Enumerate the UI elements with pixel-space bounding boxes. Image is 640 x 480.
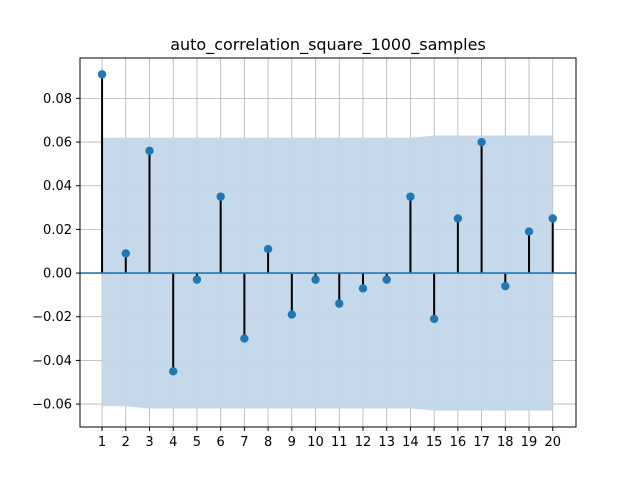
data-point: [311, 275, 320, 284]
x-tick-label: 15: [426, 435, 443, 450]
x-tick-label: 13: [378, 435, 395, 450]
x-tick-label: 10: [307, 435, 324, 450]
x-tick-label: 11: [331, 435, 348, 450]
x-tick-label: 5: [193, 435, 201, 450]
plot-frame: [79, 57, 577, 428]
chart-title: auto_correlation_square_1000_samples: [170, 35, 486, 55]
x-tick-label: 18: [497, 435, 514, 450]
x-tick-label: 1: [98, 435, 106, 450]
x-tick-label: 2: [122, 435, 130, 450]
data-point: [121, 249, 130, 258]
data-point: [477, 137, 486, 147]
y-tick-label: 0.08: [43, 92, 72, 107]
y-tick-label: 0.02: [43, 223, 72, 238]
x-tick-label: 7: [240, 435, 248, 450]
x-tick-label: 9: [288, 435, 296, 450]
x-tick-label: 17: [473, 435, 490, 450]
data-point: [406, 192, 415, 201]
x-tick-label: 6: [217, 435, 225, 450]
y-tick-label: −0.04: [32, 354, 72, 369]
y-tick-label: −0.06: [32, 398, 72, 413]
x-tick-label: 14: [402, 435, 419, 450]
data-point: [263, 244, 273, 254]
data-point: [335, 299, 344, 308]
data-point: [453, 214, 463, 223]
x-tick-label: 4: [169, 435, 177, 450]
data-point: [240, 334, 249, 343]
data-point: [216, 192, 225, 201]
x-tick-label: 3: [145, 435, 153, 450]
data-point: [97, 70, 107, 79]
y-tick-label: 0.06: [43, 136, 72, 151]
data-point: [548, 214, 557, 223]
data-point: [358, 284, 368, 293]
data-point: [192, 275, 202, 284]
data-point: [145, 146, 154, 155]
y-tick-label: −0.02: [32, 310, 72, 325]
x-tick-label: 12: [355, 435, 372, 450]
data-point: [382, 275, 391, 284]
x-tick-label: 19: [521, 435, 538, 450]
x-tick-label: 16: [450, 435, 467, 450]
data-point: [429, 314, 439, 324]
x-tick-label: 8: [264, 435, 272, 450]
x-tick-label: 20: [544, 435, 561, 450]
data-point: [524, 227, 534, 236]
y-tick-label: 0.00: [43, 267, 72, 282]
data-point: [501, 281, 510, 291]
data-point: [287, 310, 297, 319]
y-tick-label: 0.04: [43, 179, 72, 194]
data-point: [169, 367, 178, 376]
